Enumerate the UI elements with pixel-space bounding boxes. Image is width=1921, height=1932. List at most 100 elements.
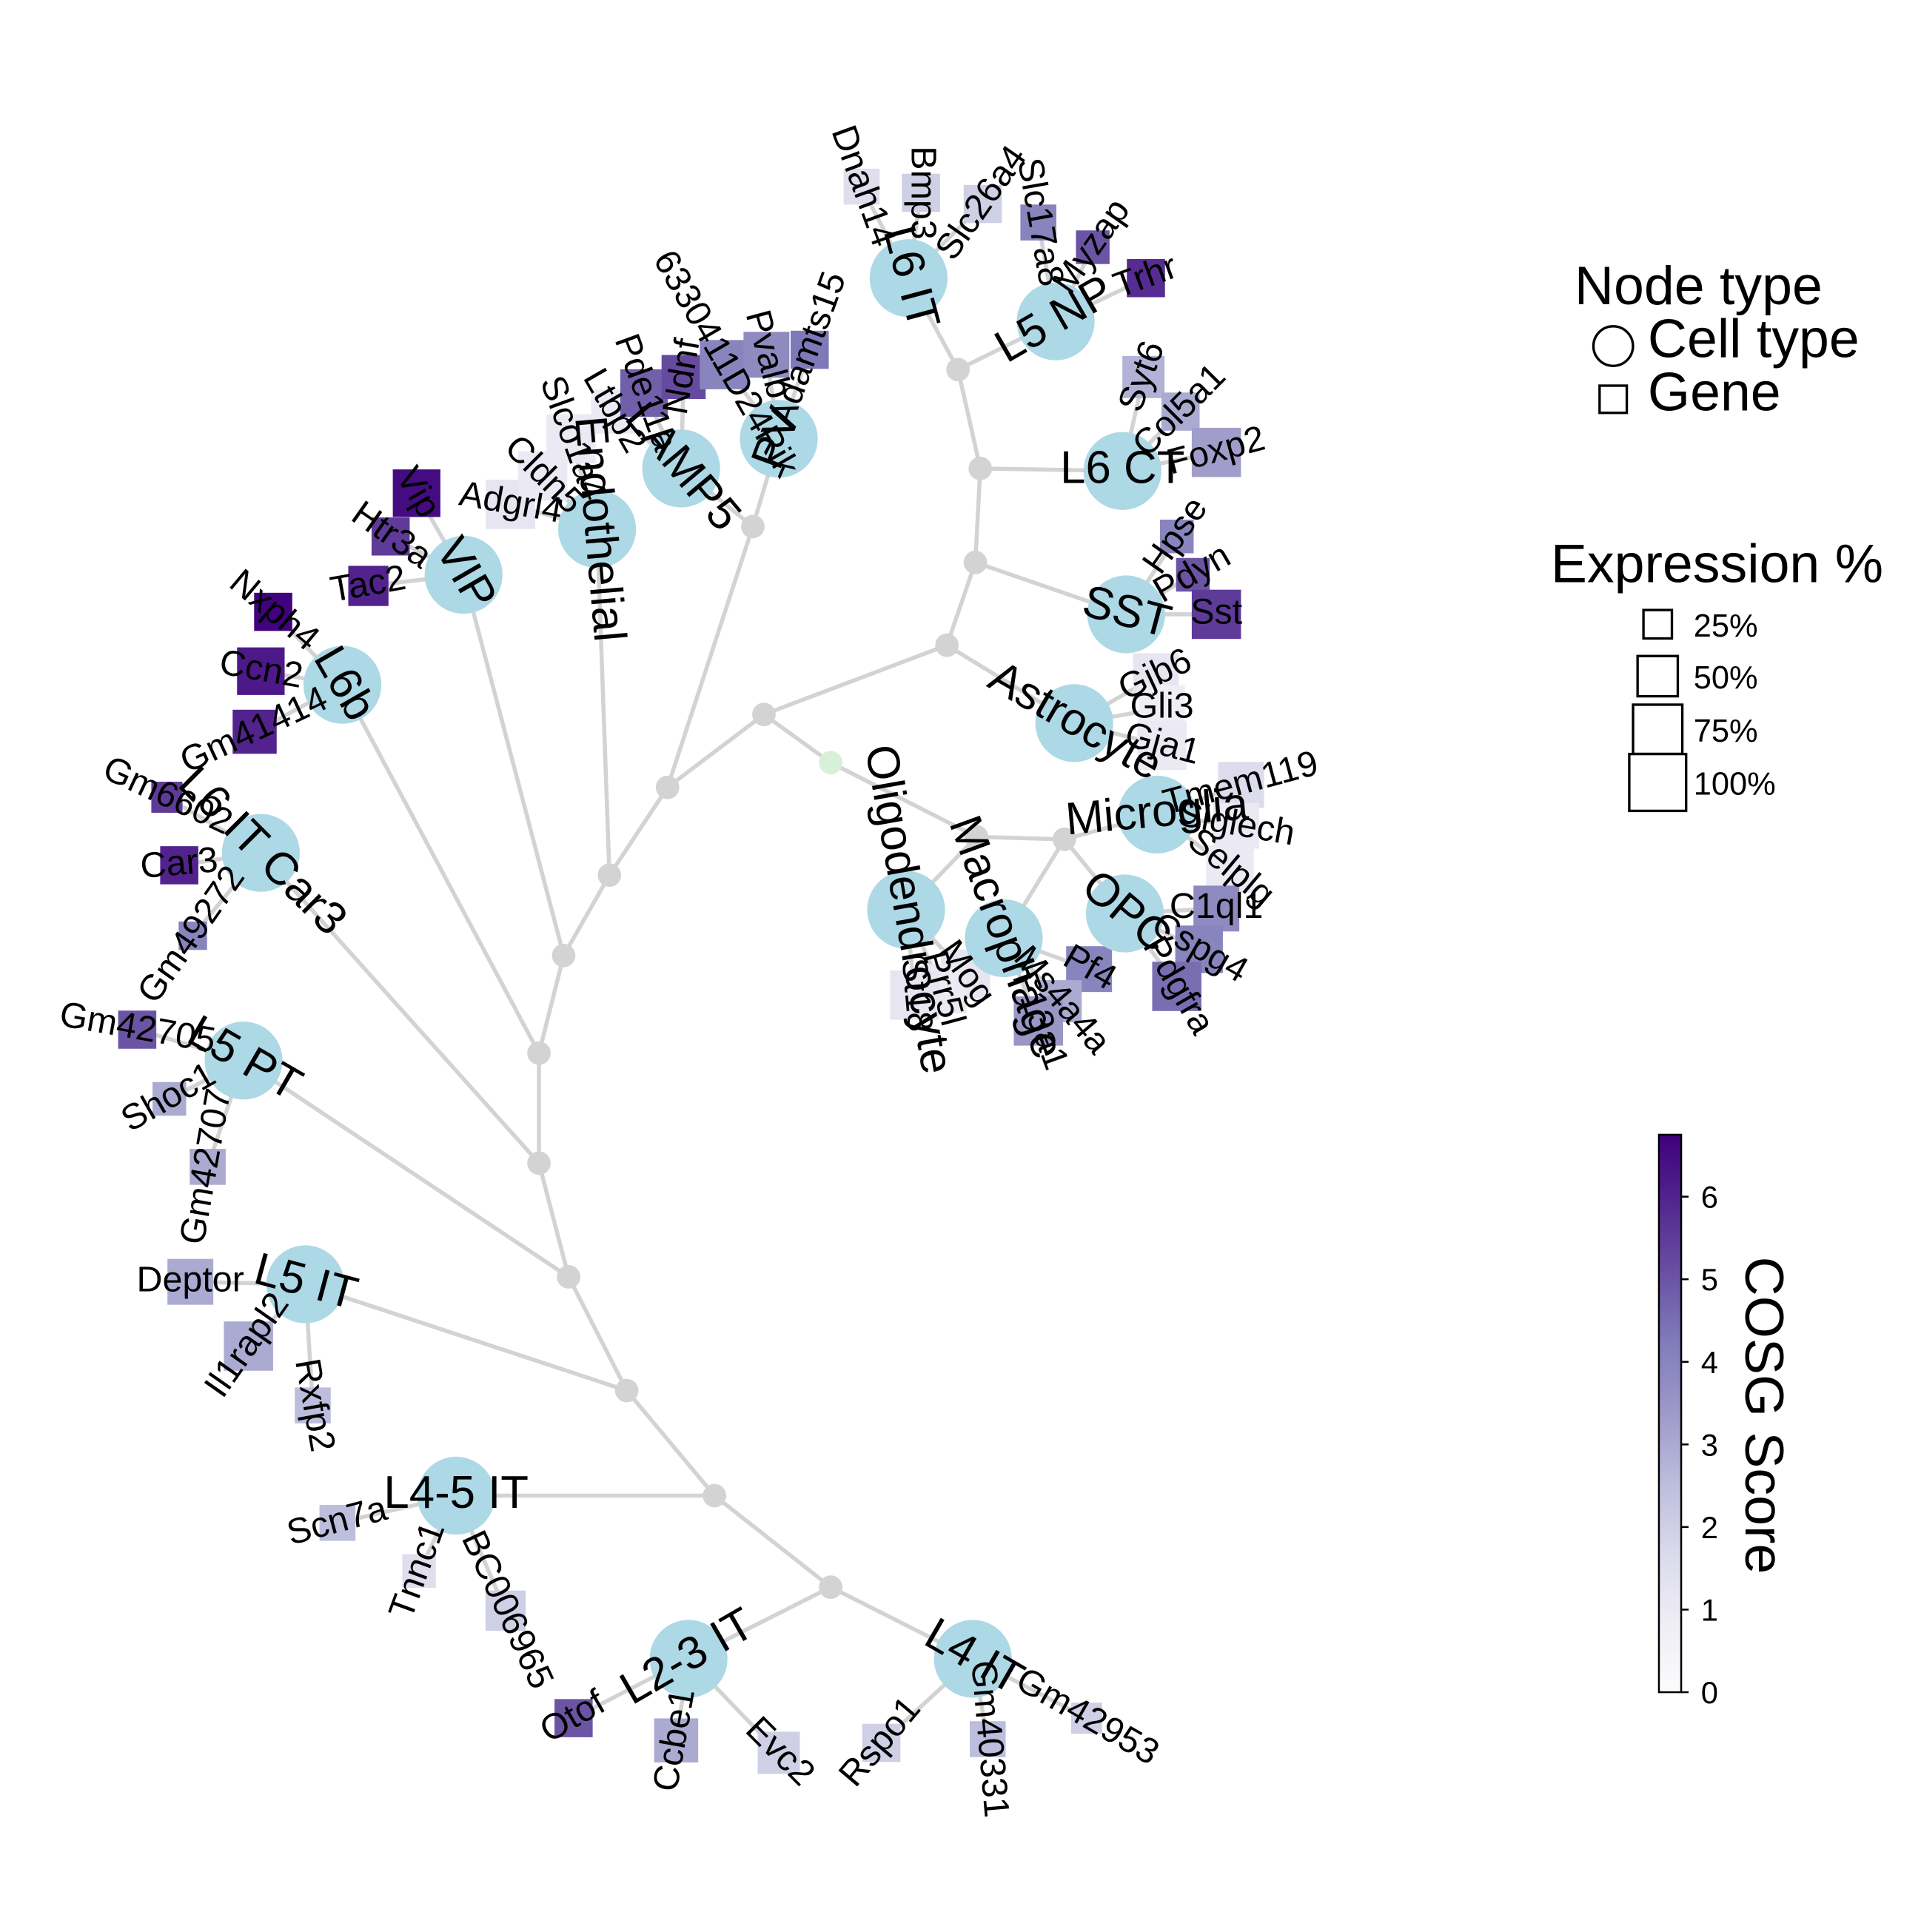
expression-legend-label: 50% — [1694, 660, 1758, 696]
cell-node-oligodendrocyte — [867, 871, 945, 949]
expression-legend-square-75 — [1632, 703, 1684, 756]
gene-label-sst: Sst — [1190, 592, 1242, 632]
gene-square-siglech — [1213, 802, 1259, 849]
colorbar-ticks: 0 1 2 3 4 5 6 — [1681, 1180, 1718, 1710]
gene-square-car3 — [160, 846, 198, 885]
gene-nodes — [118, 168, 1264, 1774]
cell-node-vip — [424, 535, 503, 614]
gene-square-gja1 — [1137, 720, 1187, 771]
node-type-legend-title: Node type — [1575, 255, 1823, 316]
cell-node-macrophage — [965, 899, 1043, 978]
gene-square-myzap — [1076, 230, 1110, 264]
tree-edge — [973, 468, 982, 563]
gene-square-6330411d24rik — [700, 340, 749, 389]
gene-square-deptor — [167, 1258, 214, 1305]
gene-label-st18: St18 — [894, 956, 940, 1033]
expression-legend-items: 25% 50% 75% 100% — [1628, 608, 1776, 813]
branch-node — [527, 1151, 551, 1175]
gene-label-otof: Otof — [533, 1682, 612, 1751]
gene-square-pdyn — [1176, 557, 1210, 592]
cell-node-l5-it — [266, 1245, 345, 1324]
gene-square-rspo1 — [862, 1723, 901, 1762]
tree-edge — [666, 526, 755, 788]
gene-square-gm42705 — [118, 1010, 157, 1049]
branch-node — [819, 1575, 843, 1599]
cell-node-l6-it — [869, 239, 948, 318]
gene-square-trhr — [1127, 258, 1165, 298]
cell-node-l2-3-it — [649, 1620, 728, 1698]
cell-node-endothelial — [557, 490, 637, 568]
tree-edge — [537, 955, 566, 1054]
gene-label-tac2: Tac2 — [327, 557, 409, 610]
gene-label-deptor: Deptor — [137, 1259, 244, 1299]
colorbar: 0 1 2 3 4 5 6 COSG Score — [1657, 1133, 1795, 1710]
tree-edge — [945, 561, 978, 646]
branch-node — [1052, 827, 1076, 851]
gene-square-dnah14 — [843, 168, 880, 205]
gene-square-tmem119 — [1218, 762, 1264, 808]
gene-square-hpse — [1160, 519, 1194, 554]
colorbar-gradient — [1657, 1133, 1683, 1694]
tree-edge — [625, 1389, 717, 1497]
gene-square-tac2 — [348, 566, 389, 606]
tree-edge — [566, 1275, 629, 1392]
gene-square-pvalb — [743, 332, 790, 378]
gene-square-sst — [1191, 589, 1241, 640]
gene-square-syt6 — [1122, 355, 1165, 398]
gene-square-gm40331 — [969, 1721, 1006, 1757]
gene-square-c1ql1 — [1193, 885, 1240, 932]
tree-edge — [537, 1162, 571, 1278]
gene-square-bc006965 — [485, 1590, 526, 1631]
tree-edge — [242, 1059, 570, 1279]
gene-label-trhr: Trhr — [1108, 246, 1182, 305]
tree-edge — [461, 574, 566, 956]
gene-square-foxp2 — [1191, 427, 1241, 477]
gene-label-gli3: Gli3 — [1130, 686, 1194, 726]
gene-square-slco1a4 — [546, 414, 596, 464]
branch-node — [527, 1041, 551, 1065]
gene-label-car3: Car3 — [138, 839, 219, 886]
gene-square-slc26a4 — [963, 184, 1002, 224]
expression-legend: Expression % 25% 50% 75% 100% — [1551, 533, 1883, 813]
branch-node — [552, 943, 576, 967]
tree-edge — [594, 529, 612, 876]
cell-node-microglia — [1118, 775, 1196, 854]
cell-node-l6-it-car3 — [221, 814, 300, 892]
tree-edge — [607, 786, 670, 876]
gene-square-ndnf — [661, 355, 706, 400]
gene-label-bc006965: BC006965 — [454, 1524, 562, 1694]
tree-edge — [259, 851, 541, 1165]
cell-node-sst — [1087, 575, 1165, 654]
cell-node-l4-5-it — [417, 1456, 495, 1535]
tree-edge — [763, 643, 948, 717]
gene-square-ccn2 — [237, 647, 285, 695]
colorbar-tick-label: 3 — [1701, 1427, 1718, 1462]
branch-node — [963, 550, 988, 574]
expression-legend-square-25 — [1642, 608, 1674, 640]
gene-square-htr3a — [371, 517, 410, 556]
gene-square-selplg — [1206, 845, 1254, 893]
cell-node-l4-it — [933, 1620, 1012, 1698]
cell-node-opc — [1085, 874, 1164, 953]
branch-node — [935, 633, 959, 657]
expression-legend-label: 25% — [1694, 608, 1758, 644]
gene-square-ccbe1 — [654, 1718, 699, 1762]
gene-square-f13a1 — [1013, 996, 1063, 1046]
root-node — [819, 751, 843, 775]
tree-edge — [956, 369, 982, 469]
gene-square-col5a1 — [1161, 392, 1200, 431]
gene-square-gm6602 — [151, 782, 183, 814]
gene-square-shoc1 — [152, 1081, 187, 1116]
cell-node-l5-np — [1016, 282, 1095, 360]
tree-edges — [242, 277, 1158, 1661]
tree-edge — [762, 712, 832, 765]
cell-label-l4-5-it: L4-5 IT — [383, 1467, 529, 1518]
gene-square-gm41414 — [232, 709, 277, 754]
branch-node — [968, 457, 993, 480]
tree-edge — [666, 712, 765, 789]
colorbar-tick-label: 1 — [1701, 1593, 1718, 1628]
cell-node-l5-pt — [204, 1022, 283, 1100]
gene-square-rxfp2 — [295, 1387, 331, 1423]
gene-square-bmp3 — [902, 173, 940, 212]
branch-node — [965, 825, 989, 849]
